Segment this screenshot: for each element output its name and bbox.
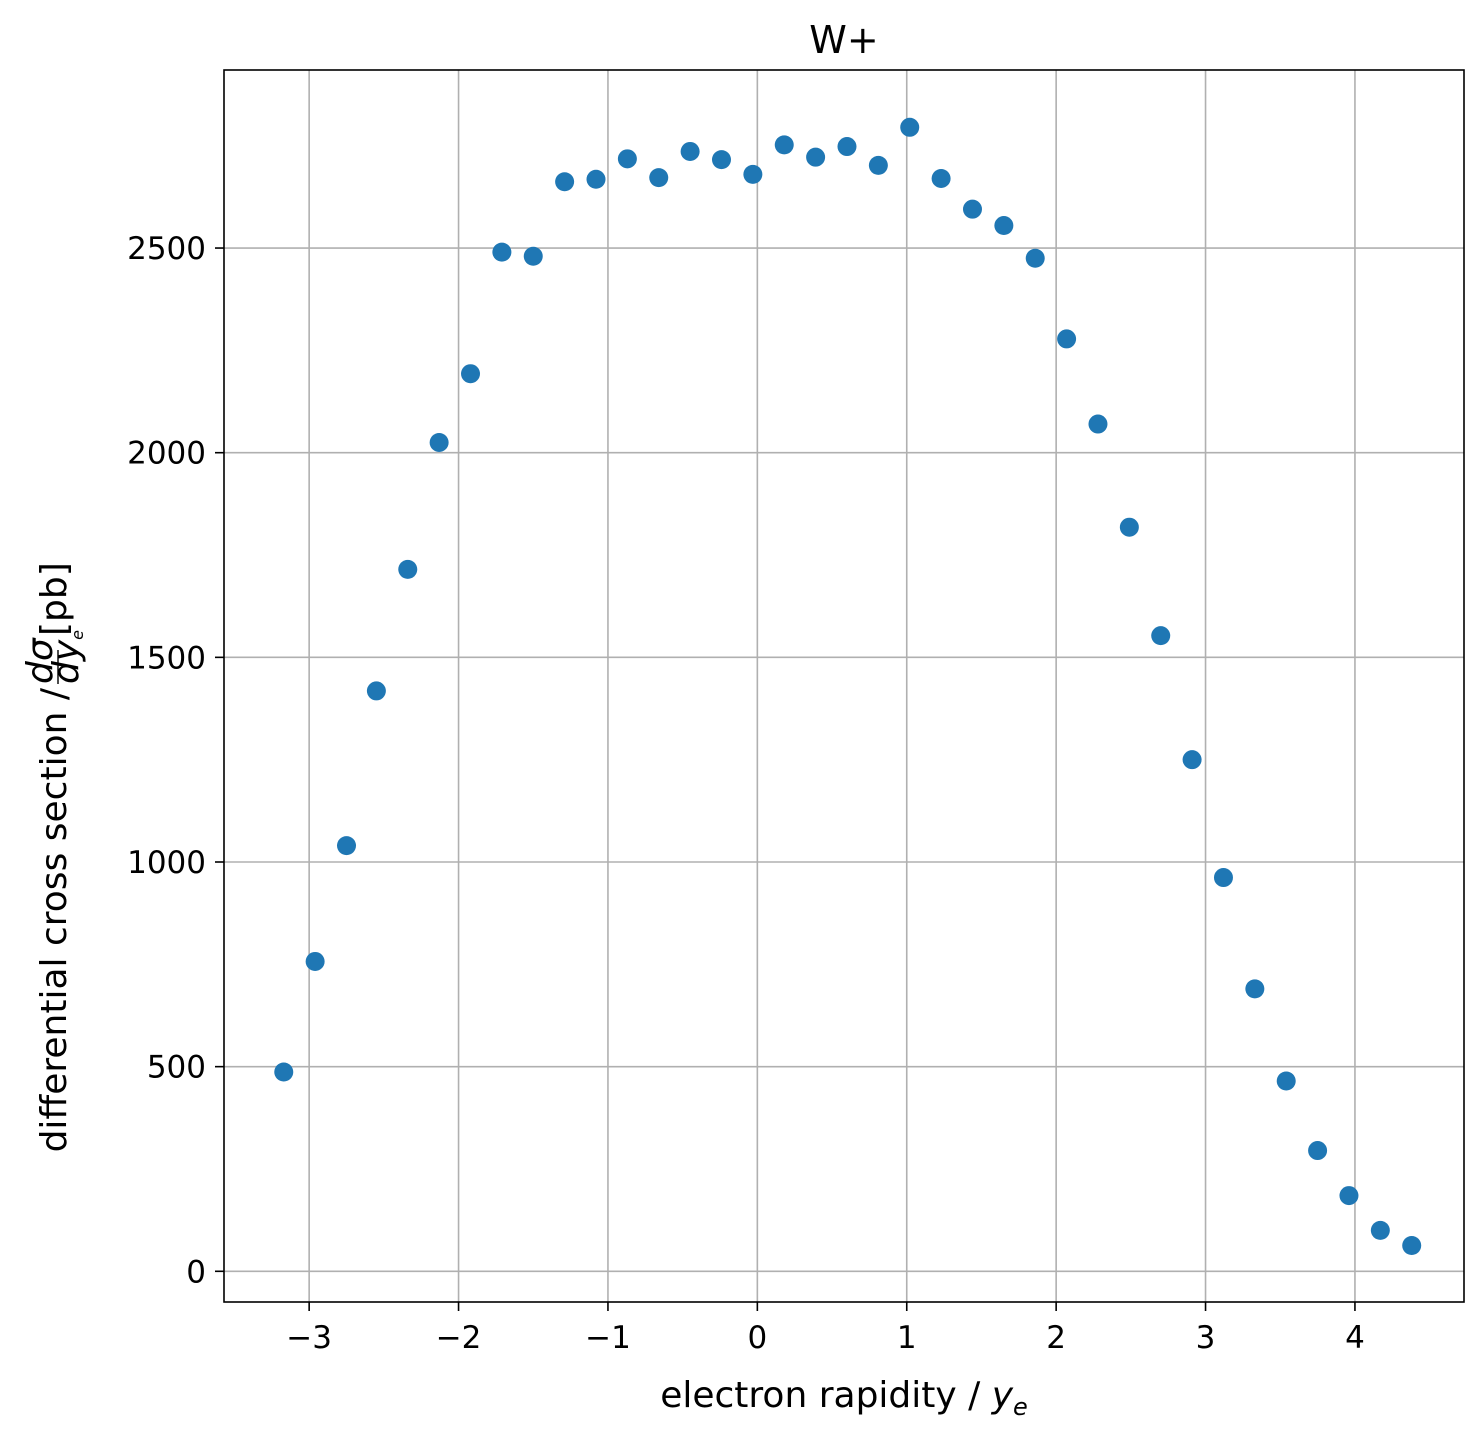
- data-point: [617, 149, 637, 169]
- x-axis-label: electron rapidity / ye: [660, 1375, 1028, 1421]
- data-point: [868, 155, 888, 175]
- x-tick-label: 1: [897, 1320, 917, 1356]
- x-tick-label: 3: [1196, 1320, 1216, 1356]
- x-axis-label-text: electron rapidity /: [660, 1375, 992, 1416]
- y-axis-label-frac-num: dσ: [20, 637, 61, 684]
- y-tick-label: 500: [147, 1050, 206, 1086]
- y-axis-label-text: differential cross section /: [34, 687, 75, 1152]
- x-tick-label: −1: [585, 1320, 631, 1356]
- chart-title: W+: [809, 18, 878, 62]
- x-tick-label: 0: [747, 1320, 767, 1356]
- x-tick-label: −2: [436, 1320, 482, 1356]
- data-point: [1119, 517, 1139, 537]
- data-point: [1370, 1220, 1390, 1240]
- y-axis-label-frac-den: dye: [46, 630, 87, 684]
- y-tick-label: 0: [186, 1254, 206, 1290]
- data-point: [1151, 626, 1171, 646]
- data-point: [586, 169, 606, 189]
- y-tick-label: 1000: [127, 845, 206, 881]
- data-point: [555, 172, 575, 192]
- data-point: [1402, 1236, 1422, 1256]
- data-point: [1339, 1186, 1359, 1206]
- x-axis-label-sub: e: [1013, 1393, 1028, 1421]
- data-point: [398, 559, 418, 579]
- data-point: [1308, 1141, 1328, 1161]
- data-point: [274, 1062, 294, 1082]
- data-point: [523, 246, 543, 266]
- data-point: [931, 168, 951, 188]
- x-tick-label: −3: [286, 1320, 332, 1356]
- plot-frame: [223, 69, 1465, 1303]
- y-tick-label: 1500: [127, 640, 206, 676]
- data-point: [1276, 1071, 1296, 1091]
- data-point: [1182, 750, 1202, 770]
- x-axis-label-var: y: [991, 1375, 1014, 1416]
- data-point: [461, 364, 481, 384]
- x-tick-label: 4: [1345, 1320, 1365, 1356]
- y-axis-label: differential cross section / dσ dye [pb]: [20, 562, 87, 1152]
- data-point: [994, 216, 1014, 236]
- data-point: [305, 951, 325, 971]
- data-point: [774, 135, 794, 155]
- data-point: [1213, 868, 1233, 888]
- data-point: [649, 168, 669, 188]
- data-point: [900, 117, 920, 137]
- y-tick-label: 2500: [127, 231, 206, 267]
- data-point: [711, 150, 731, 170]
- data-point: [680, 141, 700, 161]
- data-point: [492, 242, 512, 262]
- data-point: [962, 199, 982, 219]
- y-tick-label: 2000: [127, 436, 206, 472]
- grid: [224, 70, 1464, 1302]
- y-axis-label-frac-den-sub: e: [68, 630, 87, 640]
- data-point: [366, 681, 386, 701]
- data-point: [1088, 414, 1108, 434]
- y-axis-label-unit: [pb]: [34, 562, 75, 636]
- data-point: [837, 137, 857, 157]
- data-points: [274, 117, 1422, 1256]
- y-axis-label-frac-den-text: dy: [46, 639, 87, 684]
- data-point: [1245, 979, 1265, 999]
- data-point: [337, 836, 357, 856]
- data-point: [1025, 248, 1045, 268]
- data-point: [806, 147, 826, 167]
- data-point: [743, 164, 763, 184]
- ticks: −3 −2 −1 0 1 2 3 4 0 500 1000 1500 2000 2500: [127, 231, 1365, 1356]
- data-point: [1057, 329, 1077, 349]
- data-point: [429, 432, 449, 452]
- x-tick-label: 2: [1046, 1320, 1066, 1356]
